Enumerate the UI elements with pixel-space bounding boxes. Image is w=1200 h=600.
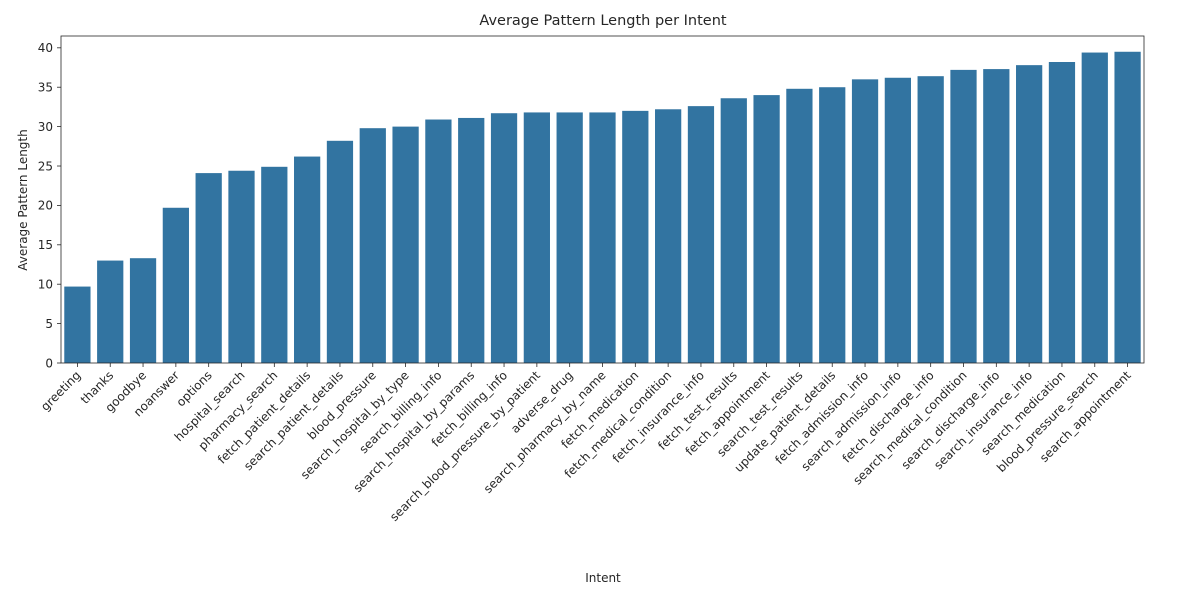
x-axis-title: Intent <box>585 571 621 585</box>
bar-search-insurance-info <box>1016 65 1043 364</box>
bar-fetch-medical-condition <box>655 109 682 363</box>
y-axis-title: Average Pattern Length <box>16 129 30 270</box>
bar-search-admission-info <box>884 77 911 363</box>
bar-fetch-appointment <box>753 95 780 363</box>
y-tick-label: 25 <box>38 159 53 173</box>
bar-fetch-discharge-info <box>917 76 944 363</box>
y-tick-label: 0 <box>45 356 53 370</box>
y-tick-label: 15 <box>38 238 53 252</box>
bar-search-medical-condition <box>950 69 977 363</box>
bar-search-hospital-by-type <box>392 126 419 363</box>
bar-search-blood-pressure-by-patient <box>523 112 550 364</box>
y-tick-label: 20 <box>38 199 53 213</box>
bar-blood-pressure <box>359 128 386 363</box>
bar-search-appointment <box>1114 51 1141 363</box>
bar-adverse-drug <box>556 112 583 364</box>
y-tick-label: 35 <box>38 81 53 95</box>
bar-fetch-medication <box>622 110 649 363</box>
bar-options <box>195 173 222 363</box>
bar-search-pharmacy-by-name <box>589 112 616 364</box>
bar-search-discharge-info <box>983 69 1010 363</box>
bar-search-billing-info <box>425 119 452 364</box>
chart-title: Average Pattern Length per Intent <box>479 13 727 29</box>
bar-blood-pressure-search <box>1081 52 1108 364</box>
y-tick-label: 10 <box>38 278 53 292</box>
bar-search-medication <box>1048 62 1076 363</box>
x-tick-label-greeting: greeting <box>38 368 83 413</box>
bar-update-patient-details <box>819 87 846 363</box>
bar-goodbye <box>129 258 157 363</box>
bar-fetch-admission-info <box>851 79 879 363</box>
bar-search-test-results <box>786 88 813 363</box>
bar-greeting <box>64 286 91 363</box>
bar-fetch-insurance-info <box>687 106 715 363</box>
y-tick-label: 5 <box>45 317 53 331</box>
bar-search-hospital-by-params <box>458 117 485 363</box>
y-tick-label: 40 <box>38 41 53 55</box>
bar-fetch-patient-details <box>294 156 321 363</box>
bar-hospital-search <box>228 170 255 363</box>
bar-fetch-test-results <box>720 98 747 363</box>
bar-noanswer <box>162 207 189 363</box>
bar-fetch-billing-info <box>490 113 518 363</box>
bar-search-patient-details <box>326 140 354 363</box>
bar-pharmacy-search <box>261 166 288 363</box>
plot-frame <box>60 35 1145 364</box>
y-tick-label: 30 <box>38 120 53 134</box>
bar-thanks <box>97 260 124 363</box>
